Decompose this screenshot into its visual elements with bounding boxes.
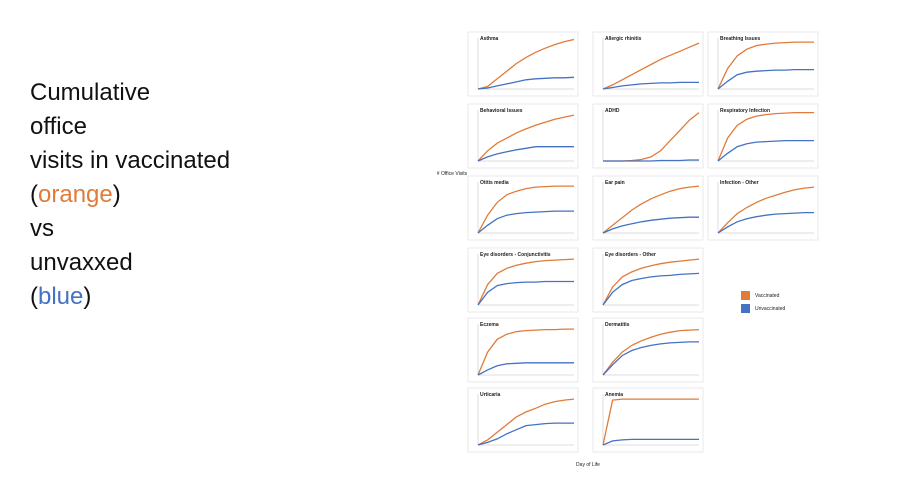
slide-text-line: vs bbox=[30, 215, 54, 242]
series-line bbox=[602, 438, 699, 446]
panel-title: Breathing Issues bbox=[720, 36, 761, 42]
series-line bbox=[477, 38, 575, 90]
text-part: vs bbox=[30, 215, 54, 242]
panel-title: Eczema bbox=[480, 322, 499, 328]
legend-label: Vaccinated bbox=[755, 293, 780, 299]
text-part: unvaxxed bbox=[30, 249, 133, 276]
series-line bbox=[602, 341, 699, 376]
text-part: ( bbox=[30, 181, 38, 208]
chart-panel: Asthma bbox=[467, 31, 579, 97]
slide-text-line: Cumulative bbox=[30, 79, 150, 106]
series-line bbox=[602, 272, 700, 306]
series-line bbox=[477, 328, 574, 376]
legend-swatch bbox=[741, 291, 750, 300]
series-line bbox=[717, 111, 814, 162]
chart-panel: Eye disorders - Conjunctivitis bbox=[467, 247, 579, 313]
panel-title: Otitis media bbox=[480, 180, 509, 186]
series-line bbox=[603, 159, 699, 162]
panel-title: Allergic rhinitis bbox=[605, 36, 642, 42]
series-line bbox=[602, 398, 699, 446]
panel-frame bbox=[467, 247, 579, 313]
series-line bbox=[477, 258, 575, 306]
panel-title: Urticaria bbox=[480, 392, 501, 398]
series-line bbox=[477, 362, 574, 376]
slide-text-line: (blue) bbox=[30, 283, 91, 310]
chart-panel: Dermatitis bbox=[592, 317, 704, 383]
chart-panel: Respiratory Infection bbox=[707, 103, 819, 169]
series-line bbox=[477, 146, 574, 162]
chart-panel: Urticaria bbox=[467, 387, 579, 453]
text-part: visits in vaccinated bbox=[30, 147, 230, 174]
panel-title: Dermatitis bbox=[605, 322, 630, 328]
y-axis-label: # Office Visits bbox=[437, 171, 468, 177]
text-part: blue bbox=[38, 283, 83, 310]
panel-frame bbox=[592, 247, 704, 313]
text-part: Cumulative bbox=[30, 79, 150, 106]
panel-title: Ear pain bbox=[605, 180, 625, 186]
panel-title: Anemia bbox=[605, 392, 623, 398]
series-line bbox=[602, 81, 699, 90]
chart-panel: Anemia bbox=[592, 387, 704, 453]
slide-text-line: office bbox=[30, 113, 87, 140]
series-line bbox=[602, 328, 700, 376]
chart-panel: Infection - Other bbox=[707, 175, 819, 241]
panel-title: ADHD bbox=[605, 108, 620, 114]
series-line bbox=[602, 42, 700, 90]
legend-swatch bbox=[741, 304, 750, 313]
panel-frame bbox=[467, 387, 579, 453]
text-part: ) bbox=[113, 181, 121, 208]
panel-frame bbox=[467, 317, 579, 383]
series-line bbox=[477, 422, 574, 446]
series-line bbox=[717, 139, 814, 162]
slide-text-line: visits in vaccinated bbox=[30, 147, 230, 174]
text-part: ) bbox=[83, 283, 91, 310]
series-line bbox=[477, 185, 574, 234]
panel-title: Behavioral Issues bbox=[480, 108, 523, 114]
series-line bbox=[717, 186, 815, 234]
series-line bbox=[717, 211, 814, 234]
panel-title: Eye disorders - Conjunctivitis bbox=[480, 252, 551, 258]
panel-title: Eye disorders - Other bbox=[605, 252, 656, 258]
chart-panel: Behavioral Issues bbox=[467, 103, 579, 169]
chart-panel: ADHD bbox=[592, 103, 704, 169]
series-line bbox=[602, 185, 700, 234]
series-line bbox=[477, 280, 574, 306]
series-line bbox=[477, 114, 575, 162]
series-line bbox=[477, 76, 575, 90]
series-line bbox=[477, 210, 574, 234]
panel-frame bbox=[592, 317, 704, 383]
chart-panel: Allergic rhinitis bbox=[592, 31, 704, 97]
text-part: office bbox=[30, 113, 87, 140]
panel-frame bbox=[707, 175, 819, 241]
series-line bbox=[717, 41, 814, 90]
series-line bbox=[477, 398, 575, 446]
panel-title: Respiratory Infection bbox=[720, 108, 770, 114]
panel-title: Asthma bbox=[480, 36, 499, 42]
x-axis-label: Day of Life bbox=[576, 462, 600, 468]
slide-text-line: (orange) bbox=[30, 181, 121, 208]
text-part: ( bbox=[30, 283, 38, 310]
slide-text-line: unvaxxed bbox=[30, 249, 133, 276]
chart-panel: Eczema bbox=[467, 317, 579, 383]
series-line bbox=[602, 216, 699, 234]
series-line bbox=[717, 68, 814, 90]
chart-panel: Breathing Issues bbox=[707, 31, 819, 97]
text-part: orange bbox=[38, 181, 113, 208]
chart-panel: Eye disorders - Other bbox=[592, 247, 704, 313]
chart-panel: Otitis media bbox=[467, 175, 579, 241]
chart-panel: Ear pain bbox=[592, 175, 704, 241]
legend-label: Unvaccinated bbox=[755, 306, 786, 312]
panel-title: Infection - Other bbox=[720, 180, 759, 186]
series-line bbox=[602, 258, 700, 306]
